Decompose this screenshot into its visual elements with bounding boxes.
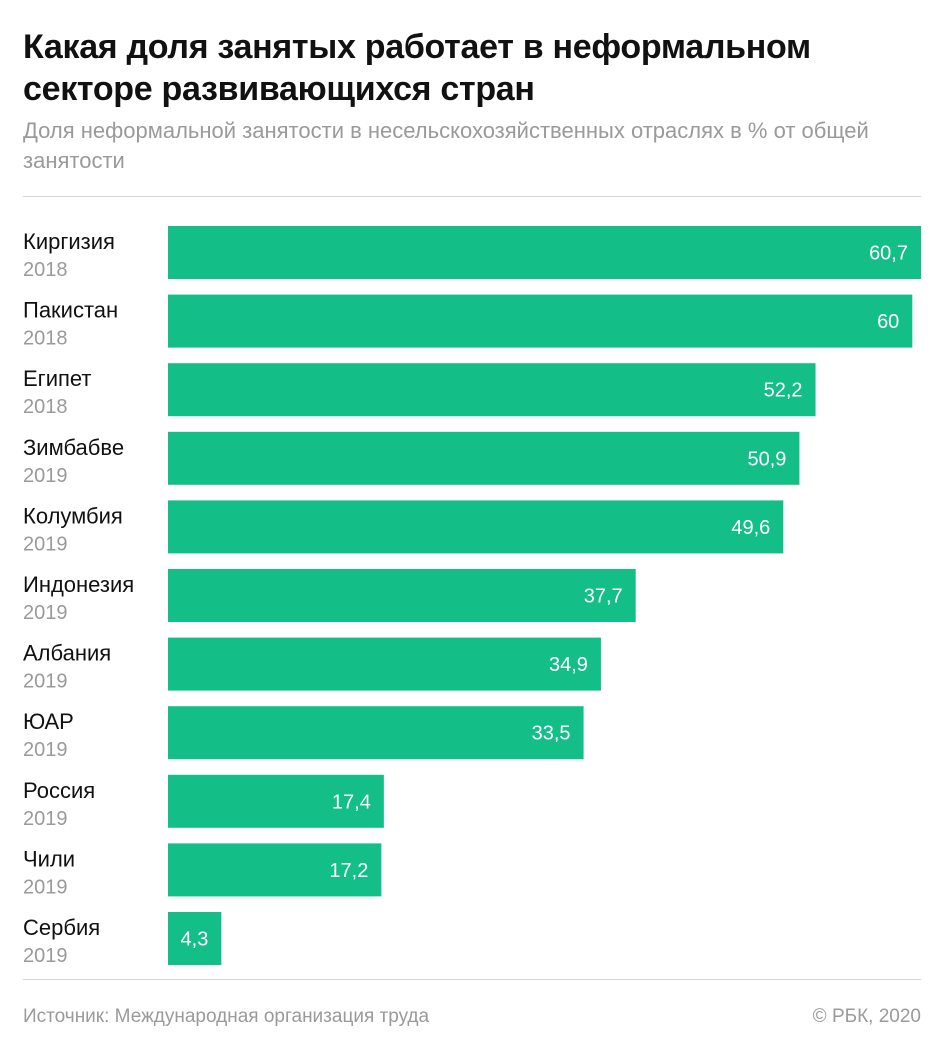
year-label: 2019 (23, 739, 68, 761)
value-label: 60,7 (869, 243, 908, 265)
year-label: 2019 (23, 945, 68, 967)
bottom-divider (23, 979, 921, 980)
chart-subtitle: Доля неформальной занятости в несельскох… (23, 118, 869, 173)
category-label: Зимбабве (23, 435, 124, 460)
year-label: 2018 (23, 396, 68, 418)
year-label: 2019 (23, 671, 68, 693)
year-label: 2019 (23, 533, 68, 555)
category-label: Албания (23, 641, 111, 666)
copyright-note: © РБК, 2020 (812, 1006, 921, 1027)
bar (168, 637, 601, 691)
value-label: 60 (877, 311, 899, 333)
bar (168, 431, 800, 485)
value-label: 4,3 (181, 929, 209, 951)
value-label: 17,4 (332, 791, 371, 813)
bar (168, 500, 784, 554)
bar (168, 706, 584, 760)
value-label: 33,5 (532, 723, 571, 745)
year-label: 2018 (23, 328, 68, 350)
category-label: Индонезия (23, 572, 134, 597)
category-label: Чили (23, 846, 75, 871)
bar (168, 294, 913, 348)
category-label: Пакистан (23, 298, 118, 323)
category-label: Россия (23, 778, 95, 803)
category-label: Сербия (23, 915, 100, 940)
year-label: 2019 (23, 808, 68, 830)
value-label: 17,2 (329, 860, 368, 882)
category-label: ЮАР (23, 709, 74, 734)
bar (168, 363, 816, 417)
year-label: 2019 (23, 465, 68, 487)
top-divider (23, 196, 921, 197)
chart-title: Какая доля занятых работает в неформальн… (23, 28, 811, 108)
bar (168, 569, 636, 622)
bar (168, 774, 384, 828)
value-label: 34,9 (549, 654, 588, 676)
category-label: Киргизия (23, 229, 115, 254)
value-label: 37,7 (584, 586, 623, 608)
year-label: 2018 (23, 259, 68, 281)
category-label: Египет (23, 366, 91, 391)
value-label: 50,9 (747, 448, 786, 470)
bar (168, 226, 921, 279)
value-label: 49,6 (731, 517, 770, 539)
year-label: 2019 (23, 876, 68, 898)
bar (168, 912, 222, 965)
category-label: Колумбия (23, 503, 123, 528)
source-note: Источник: Международная организация труд… (23, 1006, 430, 1027)
year-label: 2019 (23, 602, 68, 624)
bar (168, 843, 382, 897)
value-label: 52,2 (764, 380, 803, 402)
